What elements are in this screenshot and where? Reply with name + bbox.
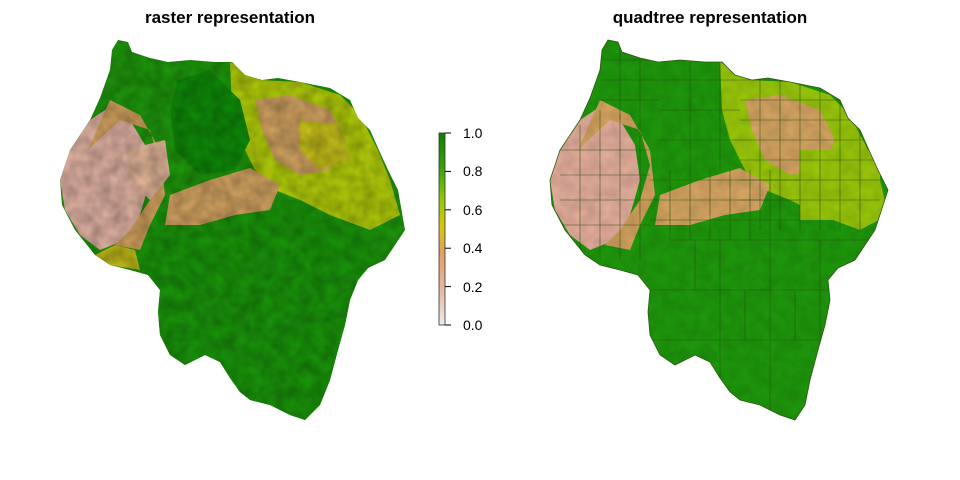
colorbar-tick-label: 0.4 [463, 240, 483, 257]
colorbar-legend: 0.0 0.2 0.4 0.6 0.8 1.0 [437, 125, 497, 333]
colorbar-tick-label: 1.0 [463, 125, 483, 141]
colorbar-tick-label: 0.0 [463, 317, 483, 333]
colorbar-tick-label: 0.8 [463, 163, 483, 180]
raster-panel-title: raster representation [144, 8, 316, 27]
colorbar [438, 132, 451, 326]
raster-map [60, 40, 405, 420]
quadtree-map [550, 40, 888, 420]
quadtree-panel-title: quadtree representation [612, 8, 808, 27]
colorbar-tick-label: 0.2 [463, 278, 483, 295]
colorbar-tick-label: 0.6 [463, 201, 483, 218]
